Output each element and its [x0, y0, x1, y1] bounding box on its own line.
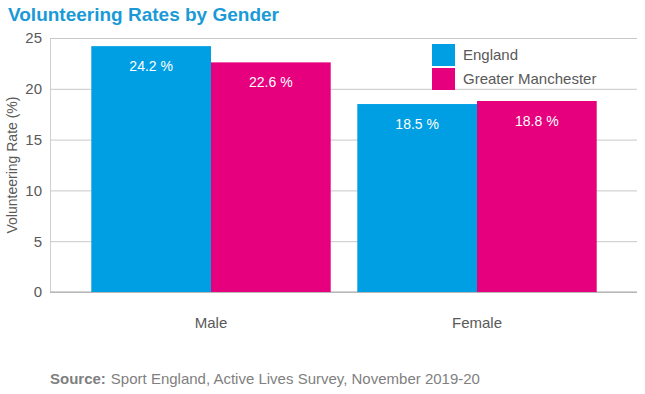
legend-item: Greater Manchester	[432, 68, 596, 90]
legend-swatch	[432, 68, 455, 90]
y-tick: 25	[25, 29, 637, 46]
x-tick: Male	[195, 314, 228, 331]
source: Source: Sport England, Active Lives Surve…	[50, 370, 480, 387]
legend-swatch	[432, 44, 455, 66]
legend: England Greater Manchester	[432, 44, 596, 90]
grid-line	[50, 38, 637, 39]
legend-label: Greater Manchester	[463, 70, 596, 87]
y-tick-label: 10	[25, 182, 42, 199]
title: Volunteering Rates by Gender	[8, 4, 280, 25]
data-label: 18.5 %	[395, 116, 439, 132]
data-label: 18.8 %	[515, 113, 559, 129]
x-tick-label: Male	[195, 314, 228, 331]
y-axis-line	[51, 39, 638, 293]
x-tick-label: Female	[452, 314, 502, 331]
x-axis: Male Female	[50, 292, 637, 331]
y-tick-label: 15	[25, 131, 42, 148]
grid-line	[50, 292, 637, 293]
y-tick-label: 20	[25, 80, 42, 97]
legend-item: England	[432, 44, 518, 66]
y-tick-label: 5	[34, 233, 42, 250]
chart: Volunteering Rates by Gender 0 5 10 15 20 25 Ma…	[0, 0, 645, 394]
bar	[91, 46, 211, 292]
data-label: 24.2 %	[129, 58, 173, 74]
y-tick-label: 0	[34, 283, 42, 300]
bars	[91, 46, 596, 292]
data-label: 22.6 %	[249, 74, 293, 90]
bar	[211, 62, 331, 292]
y-axis-title: Volunteering Rate (%)	[4, 97, 20, 234]
source-text: Sport England, Active Lives Survey, Nove…	[111, 370, 480, 387]
bar	[477, 101, 597, 292]
legend-label: England	[463, 46, 518, 63]
y-axis: 0 5 10 15 20 25	[25, 29, 637, 300]
source-label: Source:	[50, 370, 106, 387]
bar	[357, 104, 477, 292]
x-tick: Female	[452, 314, 502, 331]
y-tick-label: 25	[25, 29, 42, 46]
